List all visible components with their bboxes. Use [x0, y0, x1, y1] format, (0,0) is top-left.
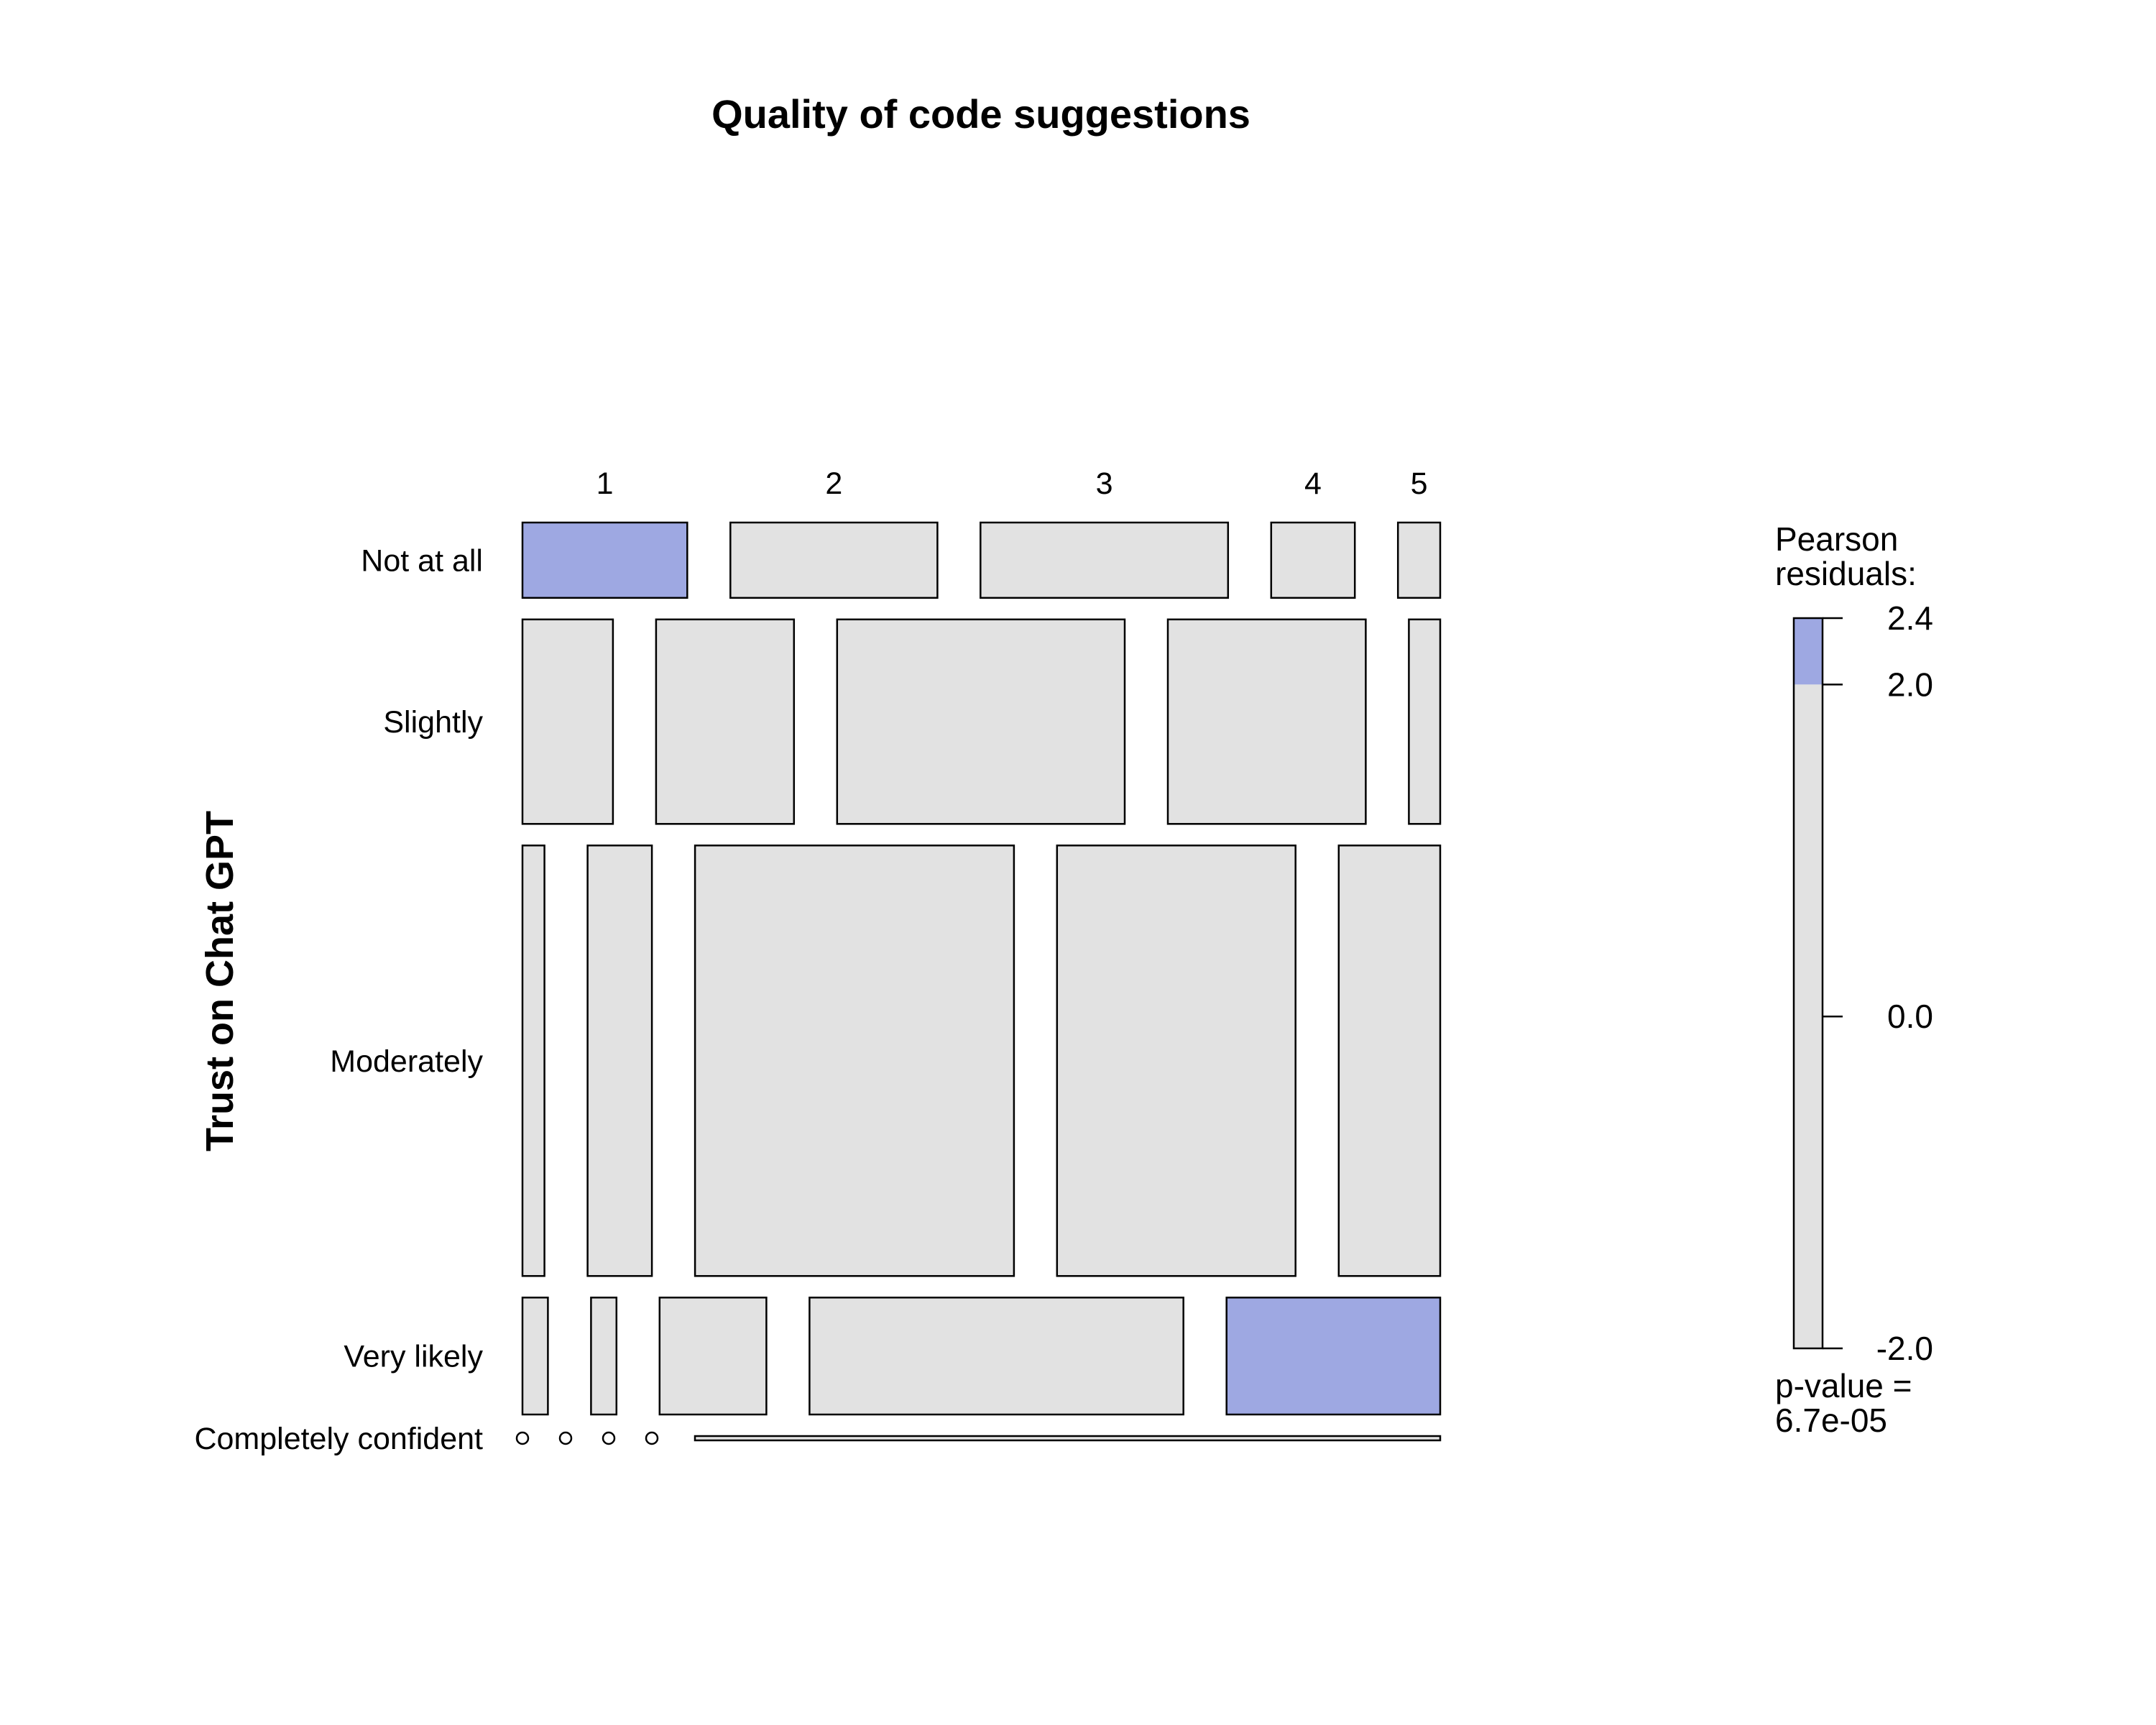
legend-title-line-1: Pearson [1775, 520, 1898, 558]
cell-not-at-all-1 [521, 521, 688, 599]
row-label-very-likely: Very likely [344, 1340, 483, 1374]
cell-moderately-4 [1056, 845, 1296, 1277]
cell-moderately-3 [694, 845, 1015, 1277]
cell-completely-confident-2-empty-marker [558, 1431, 573, 1445]
cell-slightly-5 [1408, 618, 1442, 825]
cell-not-at-all-3 [980, 521, 1230, 599]
cell-moderately-5 [1337, 845, 1442, 1277]
legend-tick-label: 2.4 [1887, 599, 1933, 637]
cell-not-at-all-2 [729, 521, 939, 599]
row-label-slightly: Slightly [383, 705, 483, 740]
cell-completely-confident-3-empty-marker [602, 1431, 616, 1445]
cell-completely-confident-4-empty-marker [645, 1431, 659, 1445]
cell-slightly-3 [836, 618, 1126, 825]
cell-not-at-all-5 [1396, 521, 1442, 599]
row-label-moderately: Moderately [330, 1044, 483, 1079]
chart-title: Quality of code suggestions [711, 91, 1250, 137]
cell-very-likely-2 [590, 1297, 618, 1416]
y-axis-label: Trust on Chat GPT [198, 811, 241, 1151]
row-label-not-at-all: Not at all [361, 543, 483, 578]
column-labels: 1 2 3 4 5 [596, 466, 1428, 501]
p-value-line-2: 6.7e-05 [1775, 1402, 1887, 1439]
row-label-completely-confident: Completely confident [194, 1422, 483, 1456]
legend-title-line-2: residuals: [1775, 555, 1917, 592]
cell-very-likely-4 [808, 1297, 1184, 1416]
row-labels: Not at all Slightly Moderately Very likely C… [194, 543, 483, 1456]
cell-very-likely-3 [658, 1297, 768, 1416]
cell-very-likely-1 [521, 1297, 549, 1416]
cell-very-likely-5 [1225, 1297, 1442, 1416]
cell-slightly-1 [521, 618, 614, 825]
legend-positive-band [1794, 618, 1823, 685]
legend-color-bar [1792, 617, 1824, 1350]
column-label-3: 3 [1096, 466, 1113, 501]
cell-not-at-all-4 [1270, 521, 1356, 599]
column-label-4: 4 [1304, 466, 1322, 501]
column-label-2: 2 [825, 466, 842, 501]
column-label-1: 1 [596, 466, 614, 501]
cell-moderately-2 [586, 845, 653, 1277]
legend-neutral-band [1794, 684, 1823, 1348]
cell-completely-confident-1-empty-marker [515, 1431, 530, 1445]
legend-tick-label: 2.0 [1887, 666, 1933, 703]
cell-slightly-2 [655, 618, 796, 825]
column-label-5: 5 [1411, 466, 1428, 501]
mosaic-cells [515, 521, 1442, 1445]
cell-completely-confident-5 [694, 1435, 1442, 1442]
legend-tick-label: 0.0 [1887, 998, 1933, 1035]
cell-slightly-4 [1166, 618, 1367, 825]
cell-moderately-1 [521, 845, 545, 1277]
legend-tick-label: -2.0 [1876, 1330, 1933, 1367]
p-value-line-1: p-value = [1775, 1367, 1912, 1404]
